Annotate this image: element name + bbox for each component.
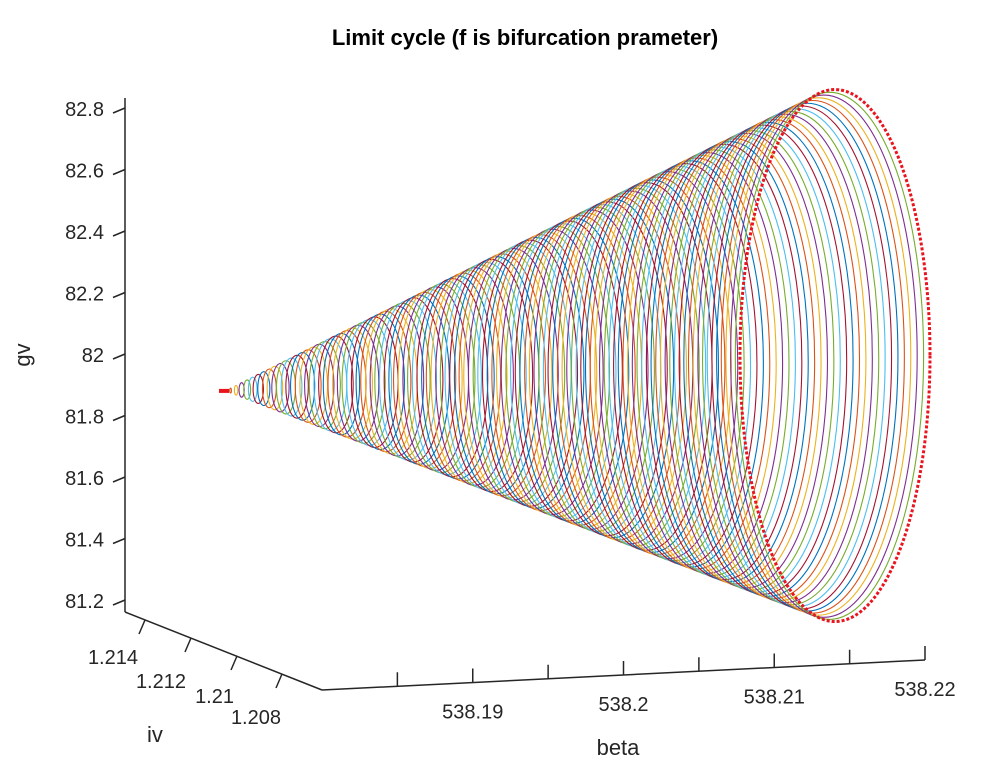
z-tick bbox=[112, 107, 126, 114]
z-tick-label: 82.6 bbox=[65, 161, 104, 183]
x-tick-label: 538.21 bbox=[744, 687, 805, 709]
z-tick bbox=[112, 168, 126, 176]
limit-cycle bbox=[514, 220, 623, 522]
y-tick-label: 1.214 bbox=[88, 647, 138, 669]
limit-cycle bbox=[734, 91, 925, 620]
y-tick bbox=[230, 655, 238, 671]
z-tick bbox=[112, 353, 126, 360]
y-tick bbox=[184, 637, 192, 653]
limit-cycle bbox=[589, 176, 726, 555]
y-tick bbox=[275, 673, 283, 689]
x-tick-label: 538.22 bbox=[894, 679, 955, 701]
limit-cycle bbox=[233, 384, 239, 396]
z-tick bbox=[112, 476, 126, 483]
z-tick-label: 82.8 bbox=[65, 99, 104, 121]
z-tick-label: 82.2 bbox=[65, 284, 104, 306]
limit-cycle bbox=[510, 223, 617, 520]
limit-cycle bbox=[229, 387, 232, 394]
limit-cycle bbox=[500, 228, 604, 516]
x-axis-ticks: 538.19 538.2 538.21 538.22 bbox=[396, 646, 956, 724]
y-tick-label: 1.21 bbox=[195, 686, 234, 708]
z-tick bbox=[112, 230, 126, 237]
z-tick-label: 81.4 bbox=[65, 530, 104, 552]
limit-cycle bbox=[243, 379, 252, 400]
z-tick bbox=[112, 537, 126, 545]
apex-marker bbox=[219, 388, 229, 393]
limit-cycle bbox=[716, 102, 899, 612]
limit-cycle bbox=[411, 280, 482, 476]
z-tick bbox=[112, 291, 126, 299]
limit-cycle bbox=[706, 108, 886, 608]
z-axis-label: gv bbox=[10, 343, 35, 366]
limit-cycle bbox=[257, 371, 271, 407]
limit-cycle bbox=[697, 113, 873, 604]
x-axis-label: beta bbox=[597, 735, 641, 760]
limit-cycle bbox=[720, 99, 905, 614]
z-axis-ticks: 82.8 82.6 82.4 82.2 82 81.8 81.6 81.4 81.2 bbox=[65, 99, 126, 613]
limit-cycle bbox=[730, 94, 918, 618]
z-tick bbox=[112, 414, 126, 422]
y-axis-label: iv bbox=[147, 722, 163, 747]
y-tick-label: 1.212 bbox=[136, 671, 186, 693]
z-tick-label: 82 bbox=[82, 345, 104, 367]
limit-cycle bbox=[603, 168, 745, 562]
limit-cycle bbox=[247, 376, 258, 402]
z-tick bbox=[112, 599, 126, 606]
limit-cycle bbox=[271, 362, 290, 413]
limit-cycle bbox=[505, 225, 611, 518]
limit-cycle bbox=[280, 357, 303, 417]
limit-cycle bbox=[608, 165, 752, 564]
limit-cycle bbox=[369, 305, 425, 457]
limit-cycle-family bbox=[219, 88, 932, 624]
z-tick-label: 81.8 bbox=[65, 407, 104, 429]
z-tick-label: 81.6 bbox=[65, 468, 104, 490]
chart-title: Limit cycle (f is bifurcation prameter) bbox=[332, 25, 718, 50]
z-tick-label: 81.2 bbox=[65, 591, 104, 613]
y-tick-label: 1.208 bbox=[231, 707, 281, 729]
limit-cycle bbox=[599, 171, 739, 560]
z-tick-label: 82.4 bbox=[65, 222, 104, 244]
limit-cycle bbox=[725, 97, 912, 616]
y-axis-line bbox=[124, 611, 323, 691]
limit-cycle bbox=[444, 261, 527, 490]
limit-cycle bbox=[266, 365, 284, 411]
y-tick bbox=[138, 619, 146, 635]
limit-cycle bbox=[613, 162, 758, 566]
limit-cycle bbox=[594, 173, 732, 558]
x-tick-label: 538.19 bbox=[442, 702, 503, 724]
x-tick-label: 538.2 bbox=[598, 694, 648, 716]
limit-cycle bbox=[252, 373, 264, 405]
